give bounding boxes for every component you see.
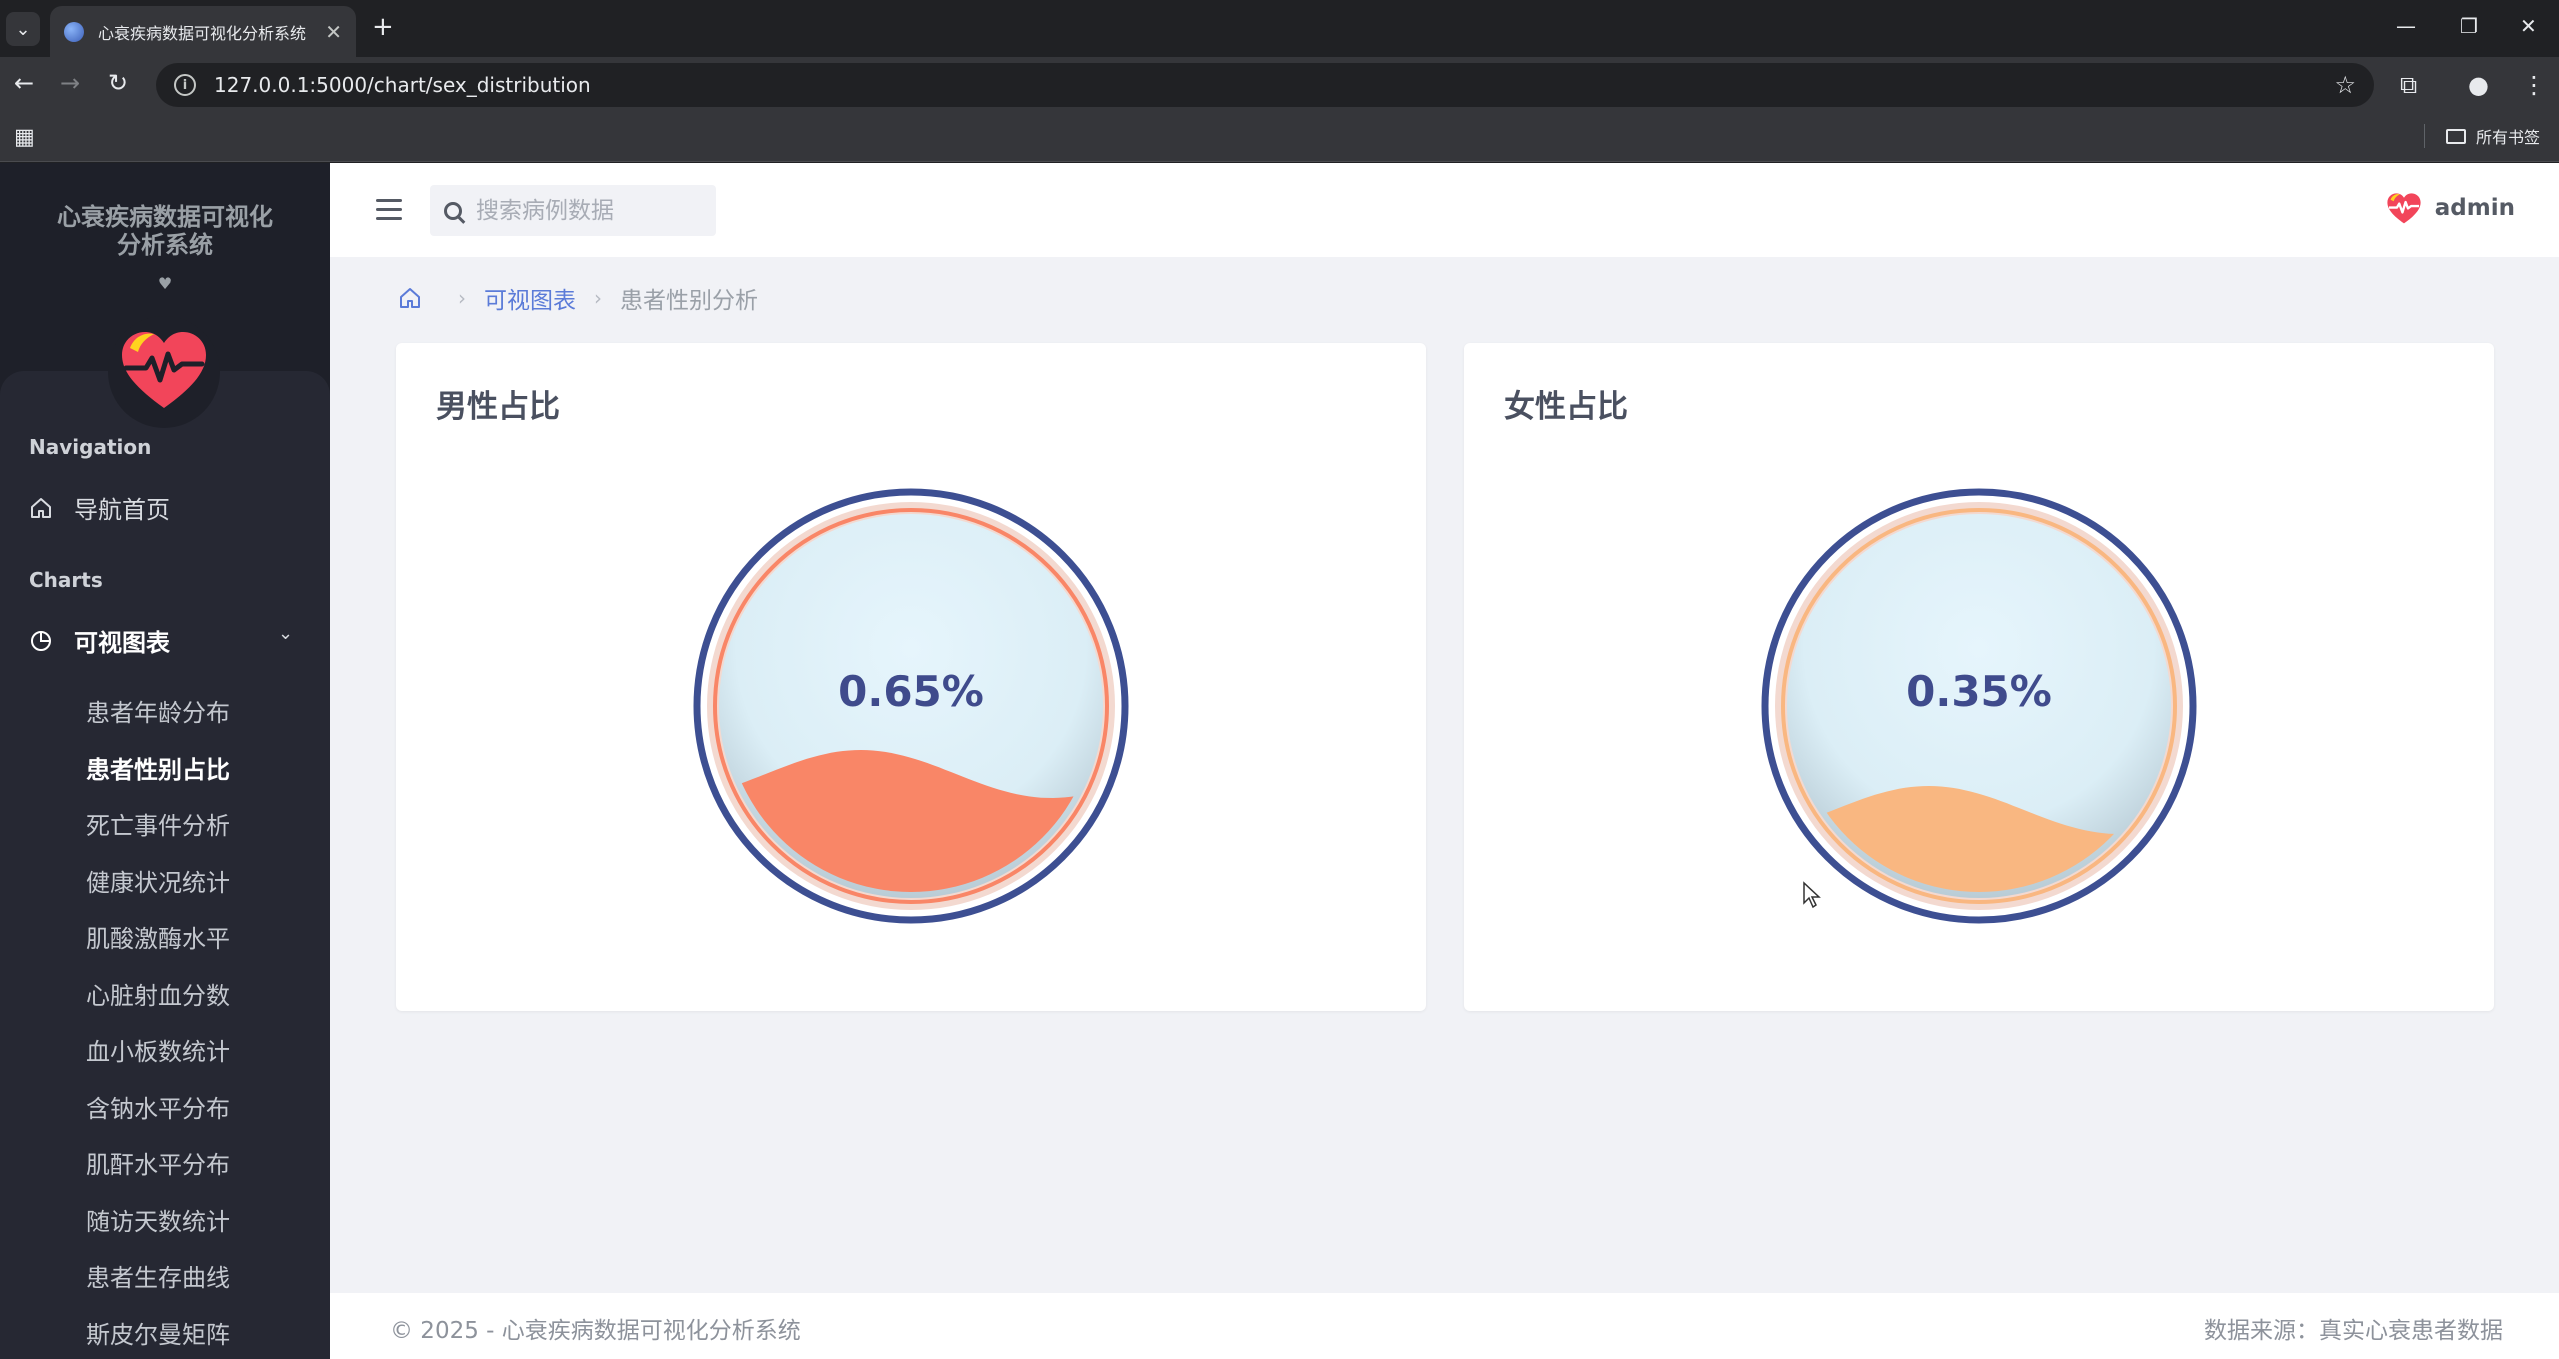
footer-copyright: © 2025 - 心衰疾病数据可视化分析系统 xyxy=(390,1318,801,1344)
restore-icon[interactable]: ❐ xyxy=(2460,14,2478,38)
tab-title: 心衰疾病数据可视化分析系统 xyxy=(98,23,307,43)
back-button[interactable]: ← xyxy=(14,69,35,97)
home-icon xyxy=(28,495,54,521)
breadcrumb-separator: › xyxy=(594,286,602,310)
main-content: admin › 可视图表 › 患者性别分析 男性占比 0.65% 女性占比 0.… xyxy=(330,163,2559,1359)
top-bar: admin xyxy=(330,163,2559,257)
close-window-icon[interactable]: ✕ xyxy=(2520,14,2537,38)
user-name: admin xyxy=(2434,195,2515,221)
sidebar-item-charts-label: 可视图表 xyxy=(74,629,170,657)
sidebar-subitem[interactable]: 含钠水平分布 xyxy=(86,1094,230,1123)
bookmarks-bar: ▦ 所有书签 xyxy=(0,112,2559,162)
bookmarks-divider xyxy=(2424,124,2425,148)
sidebar-subitem[interactable]: 随访天数统计 xyxy=(86,1207,230,1236)
menu-toggle-icon[interactable] xyxy=(376,199,402,226)
female-ratio-card: 女性占比 0.35% xyxy=(1464,343,2494,1011)
search-input[interactable] xyxy=(476,197,696,224)
heart-logo-icon xyxy=(122,332,206,408)
favicon-icon xyxy=(64,21,84,42)
breadcrumb-separator: › xyxy=(458,286,466,310)
sidebar-item-charts[interactable]: 可视图表 xyxy=(28,623,170,658)
profile-icon[interactable]: ● xyxy=(2468,71,2489,99)
page: 心衰疾病数据可视化分析系统 ♥ Navigation 导航首页 Charts 可… xyxy=(0,163,2559,1359)
new-tab-button[interactable]: + xyxy=(372,12,394,42)
sidebar-subitem[interactable]: 肌酐水平分布 xyxy=(86,1151,230,1179)
user-heart-icon xyxy=(2387,193,2421,224)
tab-search-button[interactable]: ⌄ xyxy=(6,12,40,46)
chevron-down-icon[interactable]: ⌄ xyxy=(278,623,294,644)
sidebar-subitem[interactable]: 斯皮尔曼矩阵 xyxy=(86,1320,230,1349)
minimize-icon[interactable]: — xyxy=(2396,14,2416,38)
footer: © 2025 - 心衰疾病数据可视化分析系统 数据来源：真实心衰患者数据 xyxy=(330,1293,2559,1359)
user-menu[interactable]: admin xyxy=(2385,191,2515,225)
all-bookmarks-label: 所有书签 xyxy=(2476,128,2541,147)
small-heart-icon: ♥ xyxy=(157,274,173,293)
browser-tab-bar: ⌄ 心衰疾病数据可视化分析系统 ✕ + — ❐ ✕ xyxy=(0,0,2559,57)
logo xyxy=(108,316,220,428)
sidebar-subitem[interactable]: 患者年龄分布 xyxy=(86,699,230,727)
gauge-value-label: 0.65% xyxy=(838,667,984,716)
breadcrumb: › 可视图表 › 患者性别分析 xyxy=(398,281,758,315)
sidebar-subitem[interactable]: 心脏射血分数 xyxy=(86,981,230,1010)
folder-icon xyxy=(2446,128,2466,144)
chevron-down-icon: ⌄ xyxy=(15,18,31,40)
more-menu-icon[interactable]: ⋮ xyxy=(2522,71,2546,99)
sidebar-item-home[interactable]: 导航首页 xyxy=(28,490,170,525)
home-icon[interactable] xyxy=(398,286,422,310)
gauge-accent-ring xyxy=(713,508,1109,904)
footer-source: 数据来源：真实心衰患者数据 xyxy=(2204,1318,2503,1344)
sidebar-subitem[interactable]: 血小板数统计 xyxy=(86,1038,230,1066)
search-icon xyxy=(444,201,462,220)
url-text: 127.0.0.1:5000/chart/sex_distribution xyxy=(214,73,591,97)
card-title: 男性占比 xyxy=(436,389,560,425)
brand-title: 心衰疾病数据可视化分析系统 xyxy=(57,203,273,259)
apps-grid-icon[interactable]: ▦ xyxy=(14,125,35,150)
browser-tab[interactable]: 心衰疾病数据可视化分析系统 ✕ xyxy=(50,6,356,57)
gauge-accent-ring xyxy=(1781,508,2177,904)
sidebar-subitem[interactable]: 患者性别占比 xyxy=(86,755,230,784)
all-bookmarks-button[interactable]: 所有书签 xyxy=(2446,124,2540,148)
gauge-value-label: 0.35% xyxy=(1906,667,2052,716)
address-bar[interactable]: i 127.0.0.1:5000/chart/sex_distribution … xyxy=(156,63,2374,107)
sidebar: 心衰疾病数据可视化分析系统 ♥ Navigation 导航首页 Charts 可… xyxy=(0,163,330,1359)
male-ratio-card: 男性占比 0.65% xyxy=(396,343,1426,1011)
pie-chart-icon xyxy=(28,628,54,654)
gauge-outer-ring xyxy=(1761,488,2197,924)
male-liquid-gauge: 0.65% xyxy=(688,483,1134,929)
nav-section-charts: Charts xyxy=(29,568,103,592)
sidebar-subitem[interactable]: 患者生存曲线 xyxy=(86,1264,230,1292)
sidebar-item-home-label: 导航首页 xyxy=(74,496,170,524)
extensions-icon[interactable]: ⧉ xyxy=(2400,71,2418,99)
search-box[interactable] xyxy=(430,185,716,236)
sidebar-panel xyxy=(0,371,330,1359)
close-tab-icon[interactable]: ✕ xyxy=(325,19,342,44)
gauge-outer-ring xyxy=(693,488,1129,924)
female-liquid-gauge: 0.35% xyxy=(1756,483,2202,929)
mouse-cursor-icon xyxy=(1803,881,1821,909)
nav-section-navigation: Navigation xyxy=(29,435,152,459)
site-info-icon[interactable]: i xyxy=(174,74,196,96)
sidebar-subitem[interactable]: 健康状况统计 xyxy=(86,868,230,897)
sidebar-subitem[interactable]: 死亡事件分析 xyxy=(86,812,230,840)
reload-button[interactable]: ↻ xyxy=(108,69,129,97)
browser-toolbar: ← → ↻ i 127.0.0.1:5000/chart/sex_distrib… xyxy=(0,57,2559,112)
bookmark-star-icon[interactable]: ☆ xyxy=(2334,71,2356,99)
breadcrumb-current: 患者性别分析 xyxy=(620,288,758,314)
card-title: 女性占比 xyxy=(1504,389,1628,425)
forward-button[interactable]: → xyxy=(60,69,81,97)
breadcrumb-link-charts[interactable]: 可视图表 xyxy=(484,288,576,314)
sidebar-subitem[interactable]: 肌酸激酶水平 xyxy=(86,925,230,953)
